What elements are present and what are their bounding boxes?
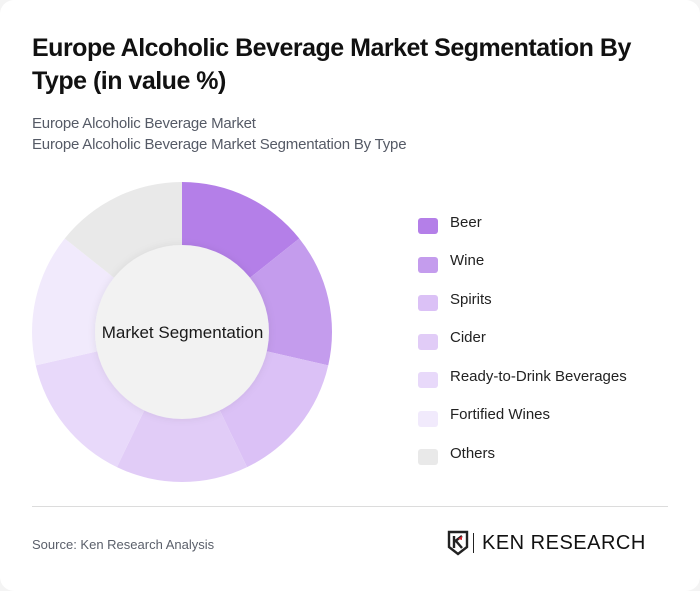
donut-hole xyxy=(95,245,269,419)
legend-label: Spirits xyxy=(450,290,492,308)
legend-item-beer[interactable]: Beer xyxy=(418,207,627,246)
donut-chart: Market Segmentation xyxy=(30,180,335,485)
legend-item-cider[interactable]: Cider xyxy=(418,323,627,362)
legend-swatch xyxy=(418,410,438,427)
legend-item-others[interactable]: Others xyxy=(418,438,627,477)
legend-label: Ready-to-Drink Beverages xyxy=(450,367,627,385)
legend-swatch xyxy=(418,333,438,350)
legend-label: Others xyxy=(450,444,496,462)
legend: Beer Wine Spirits Cider Ready-to-Drink B… xyxy=(418,207,627,477)
footer-divider xyxy=(32,506,668,507)
legend-label: Beer xyxy=(450,213,482,231)
subtitle-line-1: Europe Alcoholic Beverage Market xyxy=(32,115,256,132)
logo-text: KEN RESEARCH xyxy=(482,531,646,554)
chart-subtitle: Europe Alcoholic Beverage Market Europe … xyxy=(32,113,407,155)
ken-shield-icon xyxy=(447,530,469,556)
legend-item-fortified-wines[interactable]: Fortified Wines xyxy=(418,400,627,439)
legend-swatch xyxy=(418,218,438,235)
legend-swatch xyxy=(418,372,438,389)
logo-separator xyxy=(473,533,474,553)
legend-swatch xyxy=(418,295,438,312)
legend-label: Cider xyxy=(450,329,486,347)
legend-item-ready-to-drink[interactable]: Ready-to-Drink Beverages xyxy=(418,361,627,400)
legend-swatch xyxy=(418,449,438,466)
source-text: Source: Ken Research Analysis xyxy=(32,537,215,552)
donut-svg xyxy=(32,182,333,482)
ken-research-logo: KEN RESEARCH xyxy=(447,530,646,556)
legend-label: Fortified Wines xyxy=(450,406,551,424)
legend-item-wine[interactable]: Wine xyxy=(418,246,627,285)
legend-swatch xyxy=(418,256,438,273)
legend-label: Wine xyxy=(450,252,485,270)
subtitle-line-2: Europe Alcoholic Beverage Market Segment… xyxy=(32,136,407,153)
chart-title: Europe Alcoholic Beverage Market Segment… xyxy=(32,34,631,95)
legend-item-spirits[interactable]: Spirits xyxy=(418,284,627,323)
